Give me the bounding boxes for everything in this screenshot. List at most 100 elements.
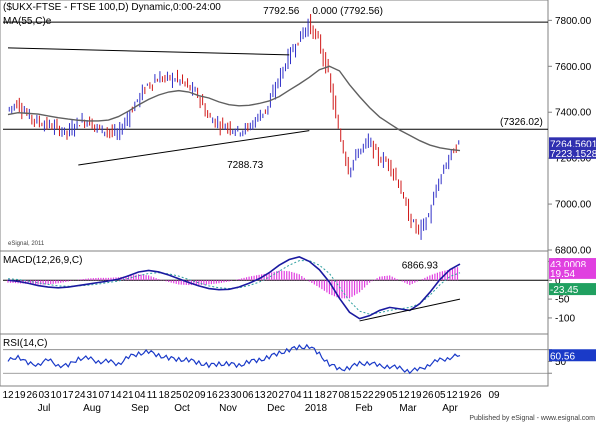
x-day-label: 12 <box>2 390 14 401</box>
price-axis-tick-label: 6800.00 <box>555 246 592 257</box>
price-axis-tick-label: 7400.00 <box>555 108 592 119</box>
published-label: Published by eSignal - www.esignal.com <box>469 415 595 422</box>
x-month-label: Dec <box>267 403 285 414</box>
price-axis-tick-label: 7600.00 <box>555 62 592 73</box>
x-day-label: 25 <box>170 390 182 401</box>
x-month-label: Apr <box>442 403 458 414</box>
macd-axis-tick-label: 0 <box>555 276 561 287</box>
rsi-value-boxes: 60.56 <box>549 349 596 362</box>
price-axis-tick-label: 7800.00 <box>555 16 592 27</box>
x-day-label: 29 <box>374 390 386 401</box>
x-day-label: 27 <box>326 390 338 401</box>
price-axis-tick-label: 7000.00 <box>555 200 592 211</box>
x-month-label: Sep <box>131 403 149 414</box>
price-annotation: 0.000 (7792.56) <box>312 6 383 17</box>
x-day-label: 30 <box>230 390 242 401</box>
macd-title: MACD(12,26,9,C) <box>3 255 82 266</box>
macd-axis-tick-label: -100 <box>555 313 575 324</box>
value-box-label: 60.56 <box>550 351 575 362</box>
x-day-label: 07 <box>98 390 110 401</box>
macd-axis-tick-label: -50 <box>555 295 570 306</box>
x-day-label: 19 <box>14 390 26 401</box>
x-day-label: 14 <box>110 390 122 401</box>
value-box-label: -23.45 <box>550 285 579 296</box>
x-month-label: Feb <box>355 403 373 414</box>
x-day-label: 08 <box>338 390 350 401</box>
x-day-label: 26 <box>26 390 38 401</box>
moving-average-line <box>7 65 461 152</box>
x-day-label: 04 <box>290 390 302 401</box>
x-month-label: Jul <box>38 403 51 414</box>
value-box <box>549 137 596 150</box>
x-day-label: 04 <box>134 390 146 401</box>
trendline <box>7 47 290 56</box>
x-day-label: 19 <box>458 390 470 401</box>
x-day-label: 20 <box>266 390 278 401</box>
macd-main-line <box>7 256 461 320</box>
x-day-label: 18 <box>158 390 170 401</box>
macd-lines <box>7 256 461 322</box>
x-day-label: 03 <box>38 390 50 401</box>
x-day-label: 05 <box>434 390 446 401</box>
copyright-label: eSignal, 2011 <box>8 241 45 247</box>
x-month-label: Oct <box>174 403 190 414</box>
chart-title: ($UKX-FTSE - FTSE 100,D) Dynamic,0:00-24… <box>3 2 221 13</box>
price-annotation: 6866.93 <box>402 261 439 272</box>
x-month-label: Nov <box>219 403 237 414</box>
price-bars <box>8 14 460 240</box>
x-day-label: 26 <box>470 390 482 401</box>
x-day-label: 26 <box>422 390 434 401</box>
ma-label: MA(55,C)e <box>3 16 52 27</box>
x-day-label: 24 <box>74 390 86 401</box>
value-box-label: 7264.5601 <box>550 139 598 150</box>
macd-trendline <box>359 298 461 322</box>
price-annotations: 7792.56 0.000 (7792.56) 7288.73 6866.93 <box>227 6 438 272</box>
x-day-label: 31 <box>86 390 98 401</box>
price-trendlines <box>7 47 310 166</box>
x-day-label: 13 <box>254 390 266 401</box>
price-reference-lines: (7326.02) <box>3 21 548 130</box>
value-box <box>549 146 596 159</box>
x-day-label: 06 <box>242 390 254 401</box>
value-box <box>549 266 596 279</box>
price-axis: 6800.00 7000.00 7200.00 7400.00 7600.00 7800.… <box>548 16 592 257</box>
value-box-label: 43.0008 <box>550 260 587 271</box>
price-axis-tick-label: 7200.00 <box>555 154 592 165</box>
price-annotation: 7288.73 <box>227 160 264 171</box>
horizontal-line-label: (7326.02) <box>500 117 543 128</box>
x-day-label: 19 <box>410 390 422 401</box>
value-box-label: 19.54 <box>550 269 575 280</box>
price-annotation: 7792.56 <box>263 6 300 17</box>
x-day-label: 10 <box>50 390 62 401</box>
x-month-label: Aug <box>83 403 101 414</box>
x-day-label: 05 <box>386 390 398 401</box>
date-axis: 12 19 26 03 10 17 24 31 07 14 21 04 11 18 25 02 09 16 23 30… <box>2 390 500 414</box>
x-day-label: 11 <box>147 390 158 401</box>
x-month-label: 2018 <box>305 403 328 414</box>
x-day-label: 18 <box>314 390 326 401</box>
rsi-axis-tick-label: 50 <box>555 357 567 368</box>
x-day-label: 09 <box>194 390 206 401</box>
value-box <box>549 283 596 296</box>
x-day-label: 22 <box>362 390 374 401</box>
x-day-label: 15 <box>350 390 362 401</box>
x-day-label: 17 <box>62 390 74 401</box>
value-box <box>549 349 596 362</box>
trendline <box>78 130 310 166</box>
rsi-series-line <box>7 343 461 375</box>
value-box-label: 7223.1528 <box>550 149 598 160</box>
x-day-label: 12 <box>398 390 410 401</box>
rsi-lines <box>3 343 548 375</box>
x-day-label: 09 <box>488 390 500 401</box>
ma-series-line <box>7 65 461 152</box>
x-day-label: 11 <box>303 390 314 401</box>
x-day-label: 12 <box>446 390 458 401</box>
x-day-label: 23 <box>218 390 230 401</box>
x-day-label: 02 <box>182 390 194 401</box>
x-month-label: Mar <box>399 403 417 414</box>
rsi-title: RSI(14,C) <box>3 338 47 349</box>
x-day-label: 27 <box>278 390 290 401</box>
